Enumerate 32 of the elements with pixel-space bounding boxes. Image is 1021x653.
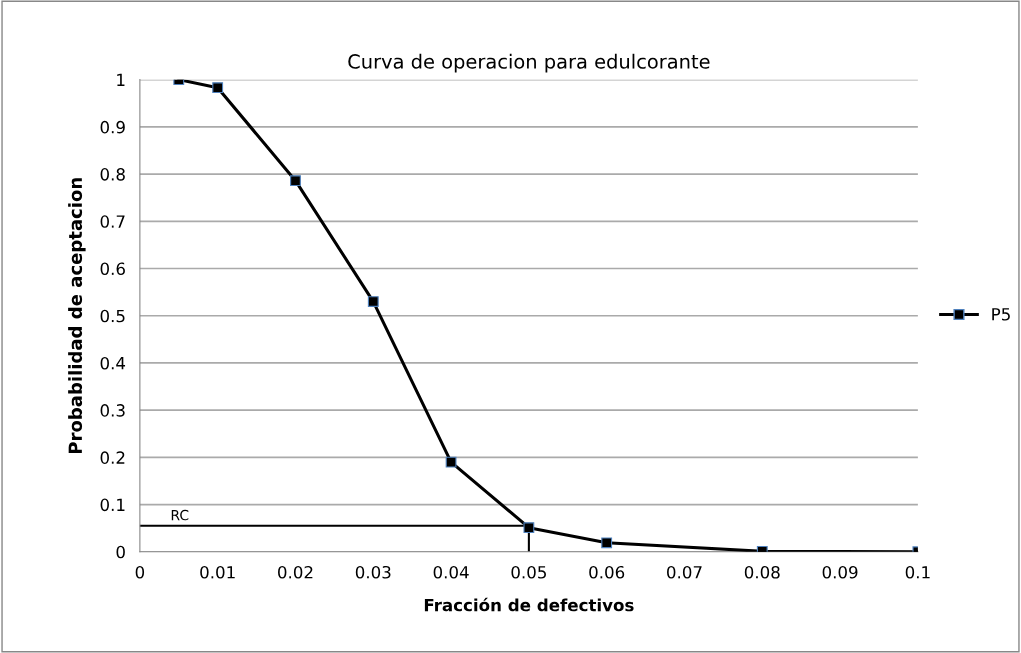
x-tick-label: 0.02 (278, 565, 313, 579)
y-tick-label: 0.2 (100, 451, 125, 464)
x-tick-label: 0.1 (905, 565, 930, 579)
chart-title: Curva de operacion para edulcorante (348, 53, 710, 73)
y-axis-title: Probabilidad de aceptacion (68, 178, 86, 454)
legend-label: P5 (992, 308, 1010, 321)
x-tick-label: 0.09 (822, 565, 858, 579)
point (523, 522, 535, 534)
y-tick-label: 0.1 (100, 498, 125, 512)
y-tick-label: 0.4 (100, 356, 126, 370)
y-tick-label: 1 (117, 73, 125, 86)
point (290, 175, 301, 187)
x-tick-label: 0.05 (511, 565, 546, 579)
y-tick-label: 0 (116, 545, 125, 559)
x-tick-label: 0.03 (355, 565, 391, 579)
y-tick-label: 0.7 (100, 215, 125, 228)
x-tick-label: 0.08 (744, 565, 780, 579)
x-tick-label: 0.04 (433, 565, 469, 579)
x-tick-label: 0.01 (200, 565, 235, 579)
point (367, 296, 379, 307)
x-tick-label: 0.07 (667, 565, 702, 579)
y-tick-label: 0.9 (100, 120, 125, 134)
point (601, 537, 613, 549)
y-tick-label: 0.5 (100, 309, 125, 323)
y-tick-label: 0.3 (100, 404, 125, 417)
x-axis-title: Fracción de defectivos (424, 597, 634, 612)
x-tick-label: 0 (135, 565, 145, 579)
y-tick-label: 0.6 (100, 262, 125, 276)
point (212, 82, 224, 94)
annotation: RC (171, 509, 189, 521)
y-tick-label: 0.8 (100, 168, 125, 181)
x-tick-label: 0.06 (589, 565, 625, 579)
